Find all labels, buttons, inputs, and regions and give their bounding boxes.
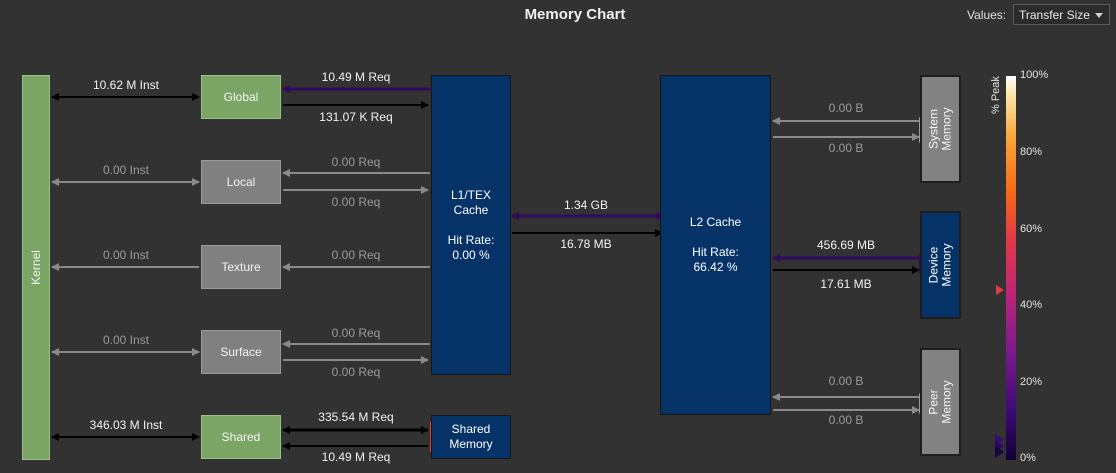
link-label-l2-sys-in: 0.00 B [828, 101, 864, 115]
link-label-surface-l1-req: 0.00 Req [331, 326, 381, 340]
surface-unit[interactable]: Surface [201, 330, 281, 374]
legend-tick-20: 20% [1020, 376, 1043, 388]
legend-tick-40: 40% [1020, 299, 1043, 311]
legend-marker-hot [996, 285, 1004, 295]
shared-memory-unit[interactable]: Shared Memory [431, 415, 511, 459]
legend-tick-100: 100% [1020, 69, 1049, 81]
legend-marker-low-c [995, 446, 1004, 458]
peer-memory-unit[interactable]: Peer Memory [920, 348, 961, 456]
device-memory-unit[interactable]: Device Memory [920, 211, 961, 319]
page-title: Memory Chart [524, 6, 626, 23]
link-label-shared-sm-ret: 10.49 M Req [321, 450, 391, 464]
link-label-kernel-texture: 0.00 Inst [102, 248, 150, 262]
chevron-down-icon [1095, 13, 1103, 18]
values-dropdown-value: Transfer Size [1019, 8, 1090, 22]
link-label-kernel-shared: 346.03 M Inst [89, 418, 163, 432]
device-memory-label: Device Memory [926, 243, 954, 287]
link-label-shared-sm-req: 335.54 M Req [318, 410, 394, 424]
link-label-l2-peer-in: 0.00 B [828, 374, 864, 388]
link-label-global-l1-ret: 131.07 K Req [319, 110, 393, 124]
link-label-global-l1-req: 10.49 M Req [321, 70, 391, 84]
l2-cache[interactable]: L2 Cache Hit Rate: 66.42 % [660, 75, 771, 415]
link-label-kernel-global: 10.62 M Inst [92, 78, 160, 92]
link-label-local-l1-ret: 0.00 Req [331, 195, 381, 209]
values-dropdown[interactable]: Transfer Size [1013, 4, 1110, 25]
texture-unit[interactable]: Texture [201, 245, 281, 289]
legend-tick-80: 80% [1020, 146, 1043, 158]
link-label-l1-l2-in: 1.34 GB [563, 198, 609, 212]
link-label-kernel-surface: 0.00 Inst [102, 333, 150, 347]
link-label-kernel-local: 0.00 Inst [102, 163, 150, 177]
peak-color-scale [1006, 76, 1016, 460]
l1-tex-cache[interactable]: L1/TEX Cache Hit Rate: 0.00 % [431, 75, 511, 375]
system-memory-label: System Memory [926, 107, 954, 151]
link-label-l2-dev-in: 456.69 MB [816, 238, 876, 252]
global-unit[interactable]: Global [201, 75, 281, 119]
legend-tick-0: 0% [1020, 452, 1036, 464]
link-label-l2-sys-out: 0.00 B [828, 141, 864, 155]
link-label-surface-l1-ret: 0.00 Req [331, 365, 381, 379]
kernel-label: Kernel [28, 250, 43, 285]
legend-markers [995, 285, 1004, 458]
values-label: Values: [967, 8, 1007, 22]
link-label-l2-peer-out: 0.00 B [828, 413, 864, 427]
link-label-local-l1-req: 0.00 Req [331, 155, 381, 169]
link-label-l2-dev-out: 17.61 MB [820, 277, 872, 291]
peer-memory-label: Peer Memory [926, 380, 954, 424]
link-label-texture-l1: 0.00 Req [331, 248, 381, 262]
link-label-l1-l2-out: 16.78 MB [560, 237, 612, 251]
system-memory-unit[interactable]: System Memory [920, 75, 961, 183]
kernel-unit[interactable]: Kernel [22, 75, 50, 460]
legend-tick-60: 60% [1020, 223, 1043, 235]
local-unit[interactable]: Local [201, 160, 281, 204]
shared-unit[interactable]: Shared [201, 415, 281, 459]
legend-title: % Peak [990, 76, 1002, 114]
